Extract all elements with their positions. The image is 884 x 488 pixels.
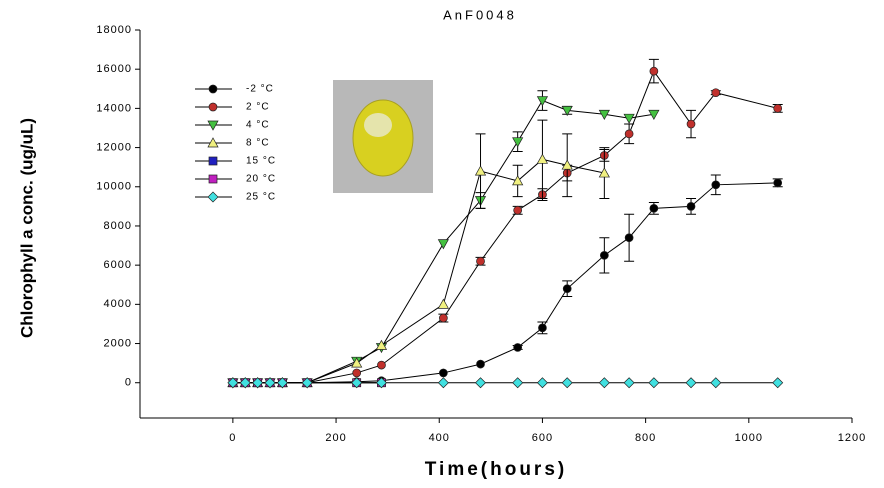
- data-point: [536, 377, 548, 389]
- cell-photo: [333, 80, 433, 193]
- legend-marker: [208, 84, 218, 94]
- data-point: [561, 159, 573, 170]
- data-point: [685, 377, 697, 389]
- data-point: [252, 377, 264, 389]
- y-tick-label: 4000: [104, 298, 132, 310]
- cell-detail: [364, 113, 392, 137]
- data-point: [773, 178, 783, 188]
- data-point: [561, 377, 573, 389]
- data-point: [375, 339, 388, 350]
- data-point: [536, 96, 549, 107]
- y-tick-label: 2000: [104, 337, 132, 349]
- data-point: [437, 239, 449, 250]
- y-tick-label: 8000: [104, 220, 132, 232]
- data-point: [301, 377, 313, 389]
- x-tick-label: 600: [532, 432, 553, 444]
- y-axis-label: Chlorophyll a conc. (ug/uL): [17, 118, 36, 338]
- legend-label: 8 °C: [246, 138, 270, 149]
- data-point: [512, 137, 524, 148]
- data-point: [686, 202, 696, 211]
- data-point: [474, 165, 487, 176]
- data-point: [351, 377, 363, 389]
- legend-label: 4 °C: [246, 120, 270, 131]
- data-point: [598, 109, 610, 120]
- data-point: [649, 203, 659, 213]
- legend-marker: [207, 137, 219, 148]
- data-point: [512, 175, 524, 186]
- data-point: [711, 180, 721, 190]
- x-axis-label: Time(hours): [425, 459, 567, 480]
- data-point: [686, 119, 696, 129]
- data-point: [598, 167, 610, 178]
- legend-marker: [208, 174, 218, 184]
- data-point: [648, 109, 660, 120]
- x-tick-label: 0: [229, 432, 236, 444]
- series-line: [232, 182, 778, 384]
- legend-label: 20 °C: [246, 174, 276, 185]
- data-point: [623, 113, 635, 124]
- data-point: [375, 377, 387, 389]
- data-point: [711, 88, 721, 98]
- legend-label: 25 °C: [246, 192, 276, 203]
- data-point: [538, 323, 547, 333]
- data-point: [513, 343, 523, 352]
- y-tick-label: 10000: [96, 181, 132, 193]
- data-point: [227, 377, 239, 389]
- legend-label: 15 °C: [246, 156, 276, 167]
- data-point: [239, 377, 251, 389]
- data-point: [536, 153, 549, 164]
- data-point: [598, 377, 610, 389]
- data-point: [624, 233, 634, 243]
- data-point: [439, 313, 448, 323]
- data-point: [351, 357, 363, 368]
- data-point: [512, 377, 524, 389]
- data-point: [476, 359, 485, 369]
- data-point: [377, 360, 386, 370]
- data-point: [439, 368, 448, 378]
- data-point: [352, 368, 362, 378]
- data-point: [649, 66, 659, 76]
- x-tick-label: 1000: [735, 432, 763, 444]
- data-point: [773, 104, 783, 113]
- cell: [352, 99, 414, 177]
- legend-marker: [207, 191, 219, 203]
- legend-marker: [207, 120, 219, 131]
- y-tick-label: 12000: [96, 141, 132, 153]
- data-point: [276, 377, 288, 389]
- data-point: [599, 251, 609, 260]
- series-line: [232, 70, 778, 384]
- legend-marker: [208, 156, 218, 166]
- data-point: [772, 377, 784, 389]
- y-tick-label: 0: [125, 377, 132, 389]
- data-point: [562, 284, 572, 294]
- data-point: [623, 377, 635, 389]
- x-tick-label: 1200: [838, 432, 866, 444]
- y-tick-label: 6000: [104, 259, 132, 271]
- y-tick-label: 14000: [96, 102, 132, 114]
- data-point: [624, 129, 634, 139]
- data-point: [476, 256, 485, 266]
- legend-label: -2 °C: [246, 84, 274, 95]
- x-tick-label: 800: [635, 432, 656, 444]
- y-tick-label: 16000: [96, 63, 132, 75]
- data-point: [437, 298, 449, 309]
- y-tick-label: 18000: [96, 24, 132, 36]
- data-point: [475, 377, 487, 389]
- data-point: [561, 105, 573, 117]
- data-point: [710, 377, 722, 389]
- data-point: [513, 205, 523, 215]
- data-point: [437, 377, 449, 389]
- legend-label: 2 °C: [246, 102, 270, 113]
- x-tick-label: 400: [429, 432, 450, 444]
- x-tick-label: 200: [325, 432, 346, 444]
- data-point: [264, 377, 276, 389]
- legend-marker: [208, 102, 218, 112]
- chart-title: AnF0048: [443, 7, 517, 22]
- data-point: [648, 377, 660, 389]
